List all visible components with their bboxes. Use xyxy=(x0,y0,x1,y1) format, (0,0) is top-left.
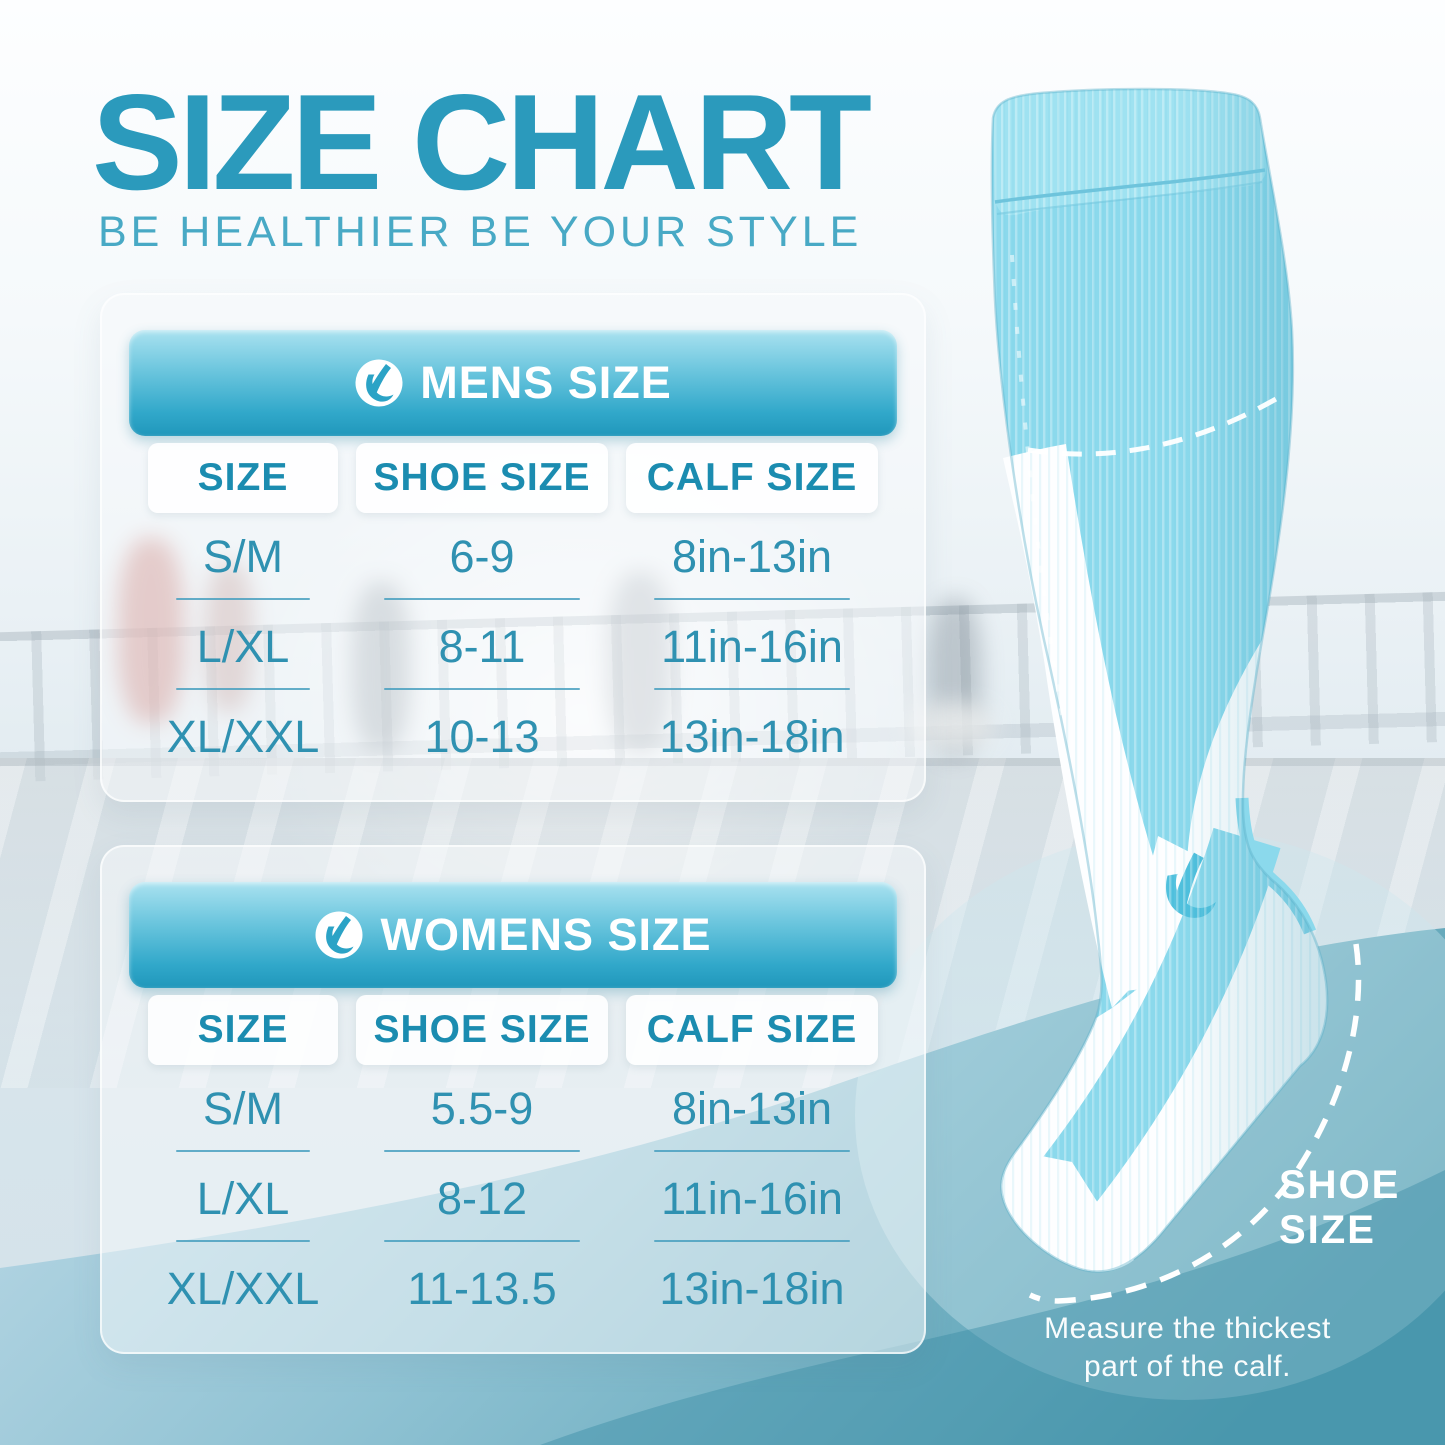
table-cell-shoe-size: 11-13.5 xyxy=(407,1263,557,1314)
table-cell-calf-size: 11in-16in xyxy=(661,621,843,672)
table-cell-calf-size: 11in-16in xyxy=(661,1173,843,1224)
mens-size-banner: MENS SIZE xyxy=(129,330,897,436)
table-cell-shoe-size: 8-12 xyxy=(436,1173,528,1224)
table-row: XL/XXL 11-13.5 13in-18in xyxy=(148,1253,878,1325)
table-cell-shoe-size: 10-13 xyxy=(424,711,540,762)
mens-column-header-calf-size: CALF SIZE xyxy=(626,443,878,513)
mens-size-table: MENS SIZE SIZE SHOE SIZE CALF SIZE S/M 6… xyxy=(100,293,926,802)
mens-column-headers: SIZE SHOE SIZE CALF SIZE xyxy=(148,443,878,513)
table-cell-calf-size: 13in-18in xyxy=(659,1263,845,1314)
table-cell-size: L/XL xyxy=(196,1173,290,1224)
table-row: XL/XXL 10-13 13in-18in xyxy=(148,701,878,773)
table-cell-shoe-size: 6-9 xyxy=(449,531,515,582)
womens-banner-label: WOMENS SIZE xyxy=(380,909,712,960)
womens-size-banner: WOMENS SIZE xyxy=(129,882,897,988)
brand-swoosh-icon xyxy=(355,359,403,407)
table-cell-size: L/XL xyxy=(196,621,290,672)
row-divider xyxy=(148,598,878,600)
womens-size-table: WOMENS SIZE SIZE SHOE SIZE CALF SIZE S/M… xyxy=(100,845,926,1354)
page-title: SIZE CHART xyxy=(92,66,872,218)
table-cell-shoe-size: 5.5-9 xyxy=(430,1083,534,1134)
brand-swoosh-icon xyxy=(315,911,363,959)
mens-column-header-size: SIZE xyxy=(148,443,338,513)
calf-measure-caption-line2: part of the calf. xyxy=(1084,1350,1291,1384)
row-divider xyxy=(148,1150,878,1152)
table-row: S/M 5.5-9 8in-13in xyxy=(148,1073,878,1145)
table-cell-calf-size: 8in-13in xyxy=(671,1083,833,1134)
calf-measure-caption-line1: Measure the thickest xyxy=(1044,1312,1331,1345)
table-cell-size: S/M xyxy=(202,1083,283,1134)
womens-column-header-shoe-size: SHOE SIZE xyxy=(356,995,608,1065)
shoe-size-callout: SHOE SIZE xyxy=(1279,1163,1400,1253)
page-subtitle: BE HEALTHIER BE YOUR STYLE xyxy=(98,208,863,256)
table-cell-calf-size: 8in-13in xyxy=(671,531,833,582)
table-cell-size: XL/XXL xyxy=(166,1263,320,1314)
table-row: L/XL 8-12 11in-16in xyxy=(148,1163,878,1235)
calf-measure-caption: Measure the thickest part of the calf. xyxy=(1000,1310,1375,1387)
table-cell-shoe-size: 8-11 xyxy=(438,621,526,672)
table-cell-size: S/M xyxy=(202,531,283,582)
womens-column-headers: SIZE SHOE SIZE CALF SIZE xyxy=(148,995,878,1065)
row-divider xyxy=(148,1240,878,1242)
mens-banner-label: MENS SIZE xyxy=(420,357,672,408)
row-divider xyxy=(148,688,878,690)
womens-column-header-calf-size: CALF SIZE xyxy=(626,995,878,1065)
womens-column-header-size: SIZE xyxy=(148,995,338,1065)
shoe-size-callout-line2: SIZE xyxy=(1279,1207,1376,1252)
table-row: L/XL 8-11 11in-16in xyxy=(148,611,878,683)
mens-column-header-shoe-size: SHOE SIZE xyxy=(356,443,608,513)
table-row: S/M 6-9 8in-13in xyxy=(148,521,878,593)
table-cell-size: XL/XXL xyxy=(166,711,320,762)
shoe-size-callout-line1: SHOE xyxy=(1279,1163,1401,1207)
table-cell-calf-size: 13in-18in xyxy=(659,711,845,762)
